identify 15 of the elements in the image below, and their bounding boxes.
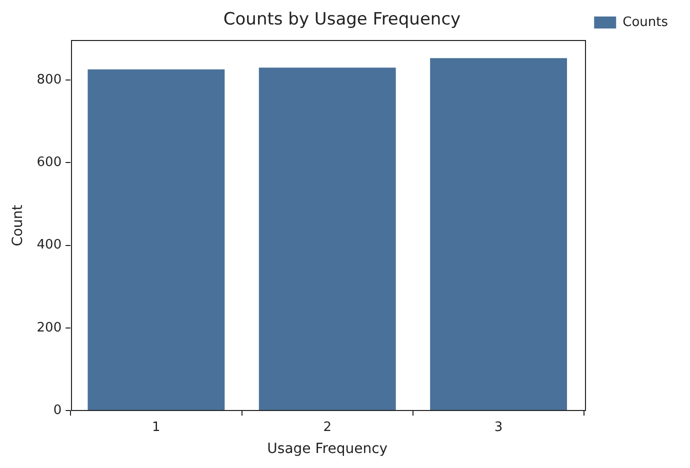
y-tick-label: 0 (53, 402, 62, 418)
legend-label: Counts (622, 14, 668, 30)
x-axis-title: Usage Frequency (267, 441, 388, 458)
bar (88, 69, 225, 410)
y-axis-title: Count (10, 204, 26, 246)
y-tick-label: 800 (36, 72, 62, 88)
bar (430, 58, 568, 410)
bar (258, 68, 396, 410)
y-tick-label: 600 (36, 155, 62, 170)
y-tick-label: 200 (36, 320, 62, 336)
chart-title: Counts by Usage Frequency (223, 10, 461, 30)
x-tick-label: 1 (152, 420, 160, 435)
x-tick-label: 3 (494, 420, 503, 435)
y-tick-label: 400 (36, 238, 62, 253)
x-tick-label: 2 (323, 420, 332, 435)
